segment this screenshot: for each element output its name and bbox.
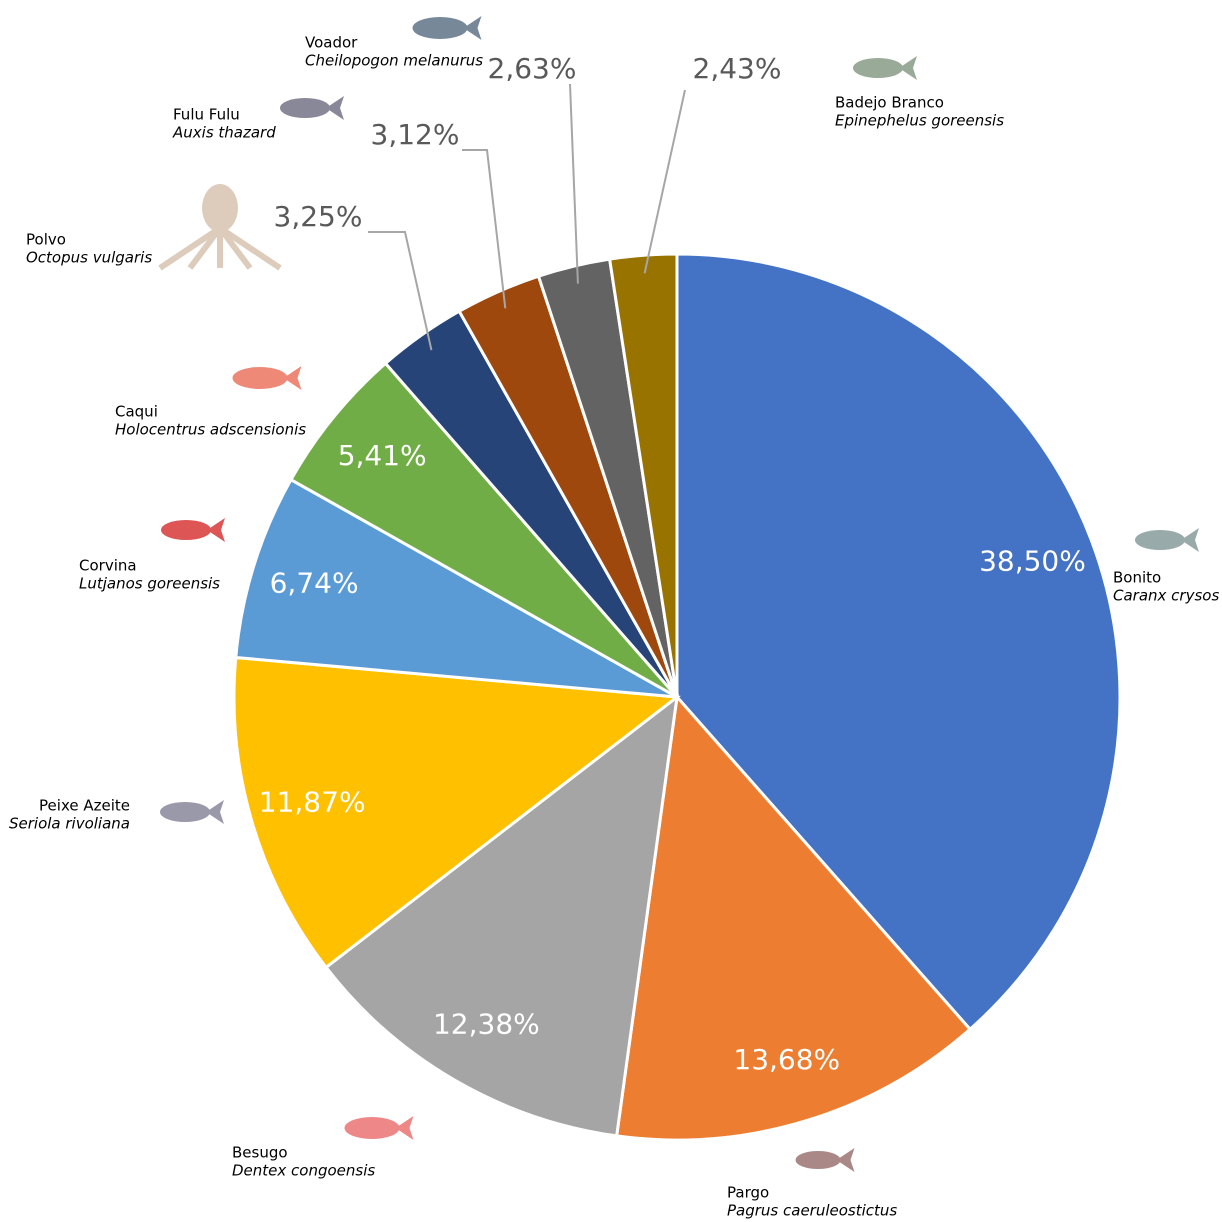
fish-body — [344, 1117, 400, 1139]
fish-body — [795, 1151, 841, 1169]
species-icon — [280, 96, 344, 120]
value-label: 2,63% — [488, 52, 577, 85]
scientific-name: Auxis thazard — [172, 124, 276, 142]
value-label: 3,25% — [274, 200, 363, 233]
fish-tail — [899, 56, 917, 80]
category-name: Polvo — [26, 231, 66, 249]
fish-tail — [463, 16, 482, 40]
species-icon — [412, 16, 482, 40]
category-name: Badejo Branco — [835, 94, 944, 112]
octopus-arm — [218, 225, 282, 271]
value-label: 13,68% — [733, 1043, 840, 1076]
scientific-name: Holocentrus adscensionis — [115, 421, 306, 439]
species-icon — [1135, 528, 1199, 552]
fish-tail — [395, 1116, 414, 1140]
leader-line — [462, 149, 507, 309]
category-name: Fulu Fulu — [173, 106, 240, 124]
fish-body — [1135, 530, 1185, 550]
octopus-arm — [158, 225, 222, 271]
fish-body — [160, 802, 210, 822]
fish-tail — [326, 96, 344, 120]
fish-tail — [207, 518, 225, 542]
value-label: 2,43% — [693, 52, 782, 85]
scientific-name: Caranx crysos — [1113, 587, 1219, 605]
species-icon — [344, 1116, 414, 1140]
value-label: 12,38% — [433, 1008, 540, 1041]
leader-line — [569, 83, 579, 284]
value-label: 11,87% — [259, 785, 366, 818]
species-icon — [160, 800, 224, 824]
fish-body — [161, 520, 211, 540]
value-label: 6,74% — [270, 566, 359, 599]
species-icon — [232, 366, 302, 390]
species-icon — [158, 184, 282, 271]
fish-tail — [1181, 528, 1199, 552]
category-name: Corvina — [79, 557, 137, 575]
scientific-name: Epinephelus goreensis — [835, 112, 1004, 130]
leader-line — [368, 231, 433, 351]
species-icon — [853, 56, 917, 80]
scientific-name: Seriola rivoliana — [9, 815, 130, 833]
pie-slice — [607, 252, 679, 698]
value-label: 38,50% — [979, 545, 1086, 578]
pie-slice — [234, 477, 678, 699]
fish-tail — [206, 800, 224, 824]
pie-slice — [614, 693, 973, 1142]
fish-body — [280, 98, 330, 118]
octopus-head — [202, 184, 238, 232]
pie-slice — [288, 361, 679, 699]
value-label: 3,12% — [371, 118, 460, 151]
scientific-name: Cheilopogon melanurus — [305, 52, 483, 70]
category-name: Besugo — [232, 1144, 288, 1162]
pie-slice — [232, 655, 681, 970]
fish-body — [412, 17, 468, 39]
scientific-name: Octopus vulgaris — [26, 249, 152, 267]
pie-slice — [675, 252, 1122, 1032]
fish-body — [232, 367, 288, 389]
species-icon — [795, 1148, 855, 1172]
scientific-name: Pagrus caeruleostictus — [727, 1202, 897, 1220]
category-name: Bonito — [1113, 569, 1161, 587]
category-name: Caqui — [115, 403, 158, 421]
fish-body — [853, 58, 903, 78]
scientific-name: Lutjanos goreensis — [79, 575, 220, 593]
category-name: Peixe Azeite — [39, 797, 130, 815]
leader-line — [643, 89, 686, 274]
category-name: Voador — [305, 34, 358, 52]
pie-slice — [323, 693, 679, 1138]
species-icon — [161, 518, 225, 542]
scientific-name: Dentex congoensis — [232, 1162, 375, 1180]
fish-tail — [836, 1148, 855, 1172]
category-name: Pargo — [727, 1184, 769, 1202]
value-label: 5,41% — [338, 439, 427, 472]
fish-tail — [283, 366, 302, 390]
